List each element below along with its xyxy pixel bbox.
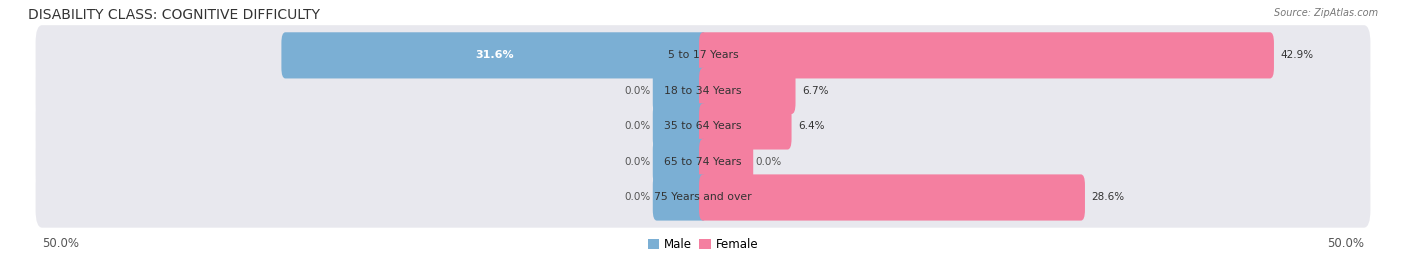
FancyBboxPatch shape xyxy=(35,96,1371,157)
Text: 31.6%: 31.6% xyxy=(475,50,513,60)
Text: 0.0%: 0.0% xyxy=(756,157,782,167)
Text: 35 to 64 Years: 35 to 64 Years xyxy=(664,121,742,132)
Text: 50.0%: 50.0% xyxy=(1327,237,1364,250)
FancyBboxPatch shape xyxy=(35,61,1371,121)
FancyBboxPatch shape xyxy=(699,174,1085,221)
Text: 18 to 34 Years: 18 to 34 Years xyxy=(664,86,742,96)
FancyBboxPatch shape xyxy=(652,68,707,114)
Text: 75 Years and over: 75 Years and over xyxy=(654,193,752,203)
Text: 0.0%: 0.0% xyxy=(624,121,650,132)
FancyBboxPatch shape xyxy=(281,32,707,79)
Text: 0.0%: 0.0% xyxy=(624,157,650,167)
FancyBboxPatch shape xyxy=(652,174,707,221)
FancyBboxPatch shape xyxy=(699,32,1274,79)
Text: 50.0%: 50.0% xyxy=(42,237,79,250)
FancyBboxPatch shape xyxy=(35,132,1371,192)
Text: 65 to 74 Years: 65 to 74 Years xyxy=(664,157,742,167)
FancyBboxPatch shape xyxy=(35,167,1371,228)
Text: 5 to 17 Years: 5 to 17 Years xyxy=(668,50,738,60)
FancyBboxPatch shape xyxy=(699,103,792,150)
Text: 28.6%: 28.6% xyxy=(1091,193,1125,203)
FancyBboxPatch shape xyxy=(699,139,754,185)
Text: 42.9%: 42.9% xyxy=(1281,50,1313,60)
Text: 0.0%: 0.0% xyxy=(624,86,650,96)
FancyBboxPatch shape xyxy=(699,68,796,114)
Text: 6.4%: 6.4% xyxy=(799,121,825,132)
FancyBboxPatch shape xyxy=(35,25,1371,86)
Text: 6.7%: 6.7% xyxy=(801,86,828,96)
Legend: Male, Female: Male, Female xyxy=(643,234,763,256)
Text: DISABILITY CLASS: COGNITIVE DIFFICULTY: DISABILITY CLASS: COGNITIVE DIFFICULTY xyxy=(28,8,321,22)
FancyBboxPatch shape xyxy=(652,103,707,150)
Text: Source: ZipAtlas.com: Source: ZipAtlas.com xyxy=(1274,8,1378,18)
FancyBboxPatch shape xyxy=(652,139,707,185)
Text: 0.0%: 0.0% xyxy=(624,193,650,203)
